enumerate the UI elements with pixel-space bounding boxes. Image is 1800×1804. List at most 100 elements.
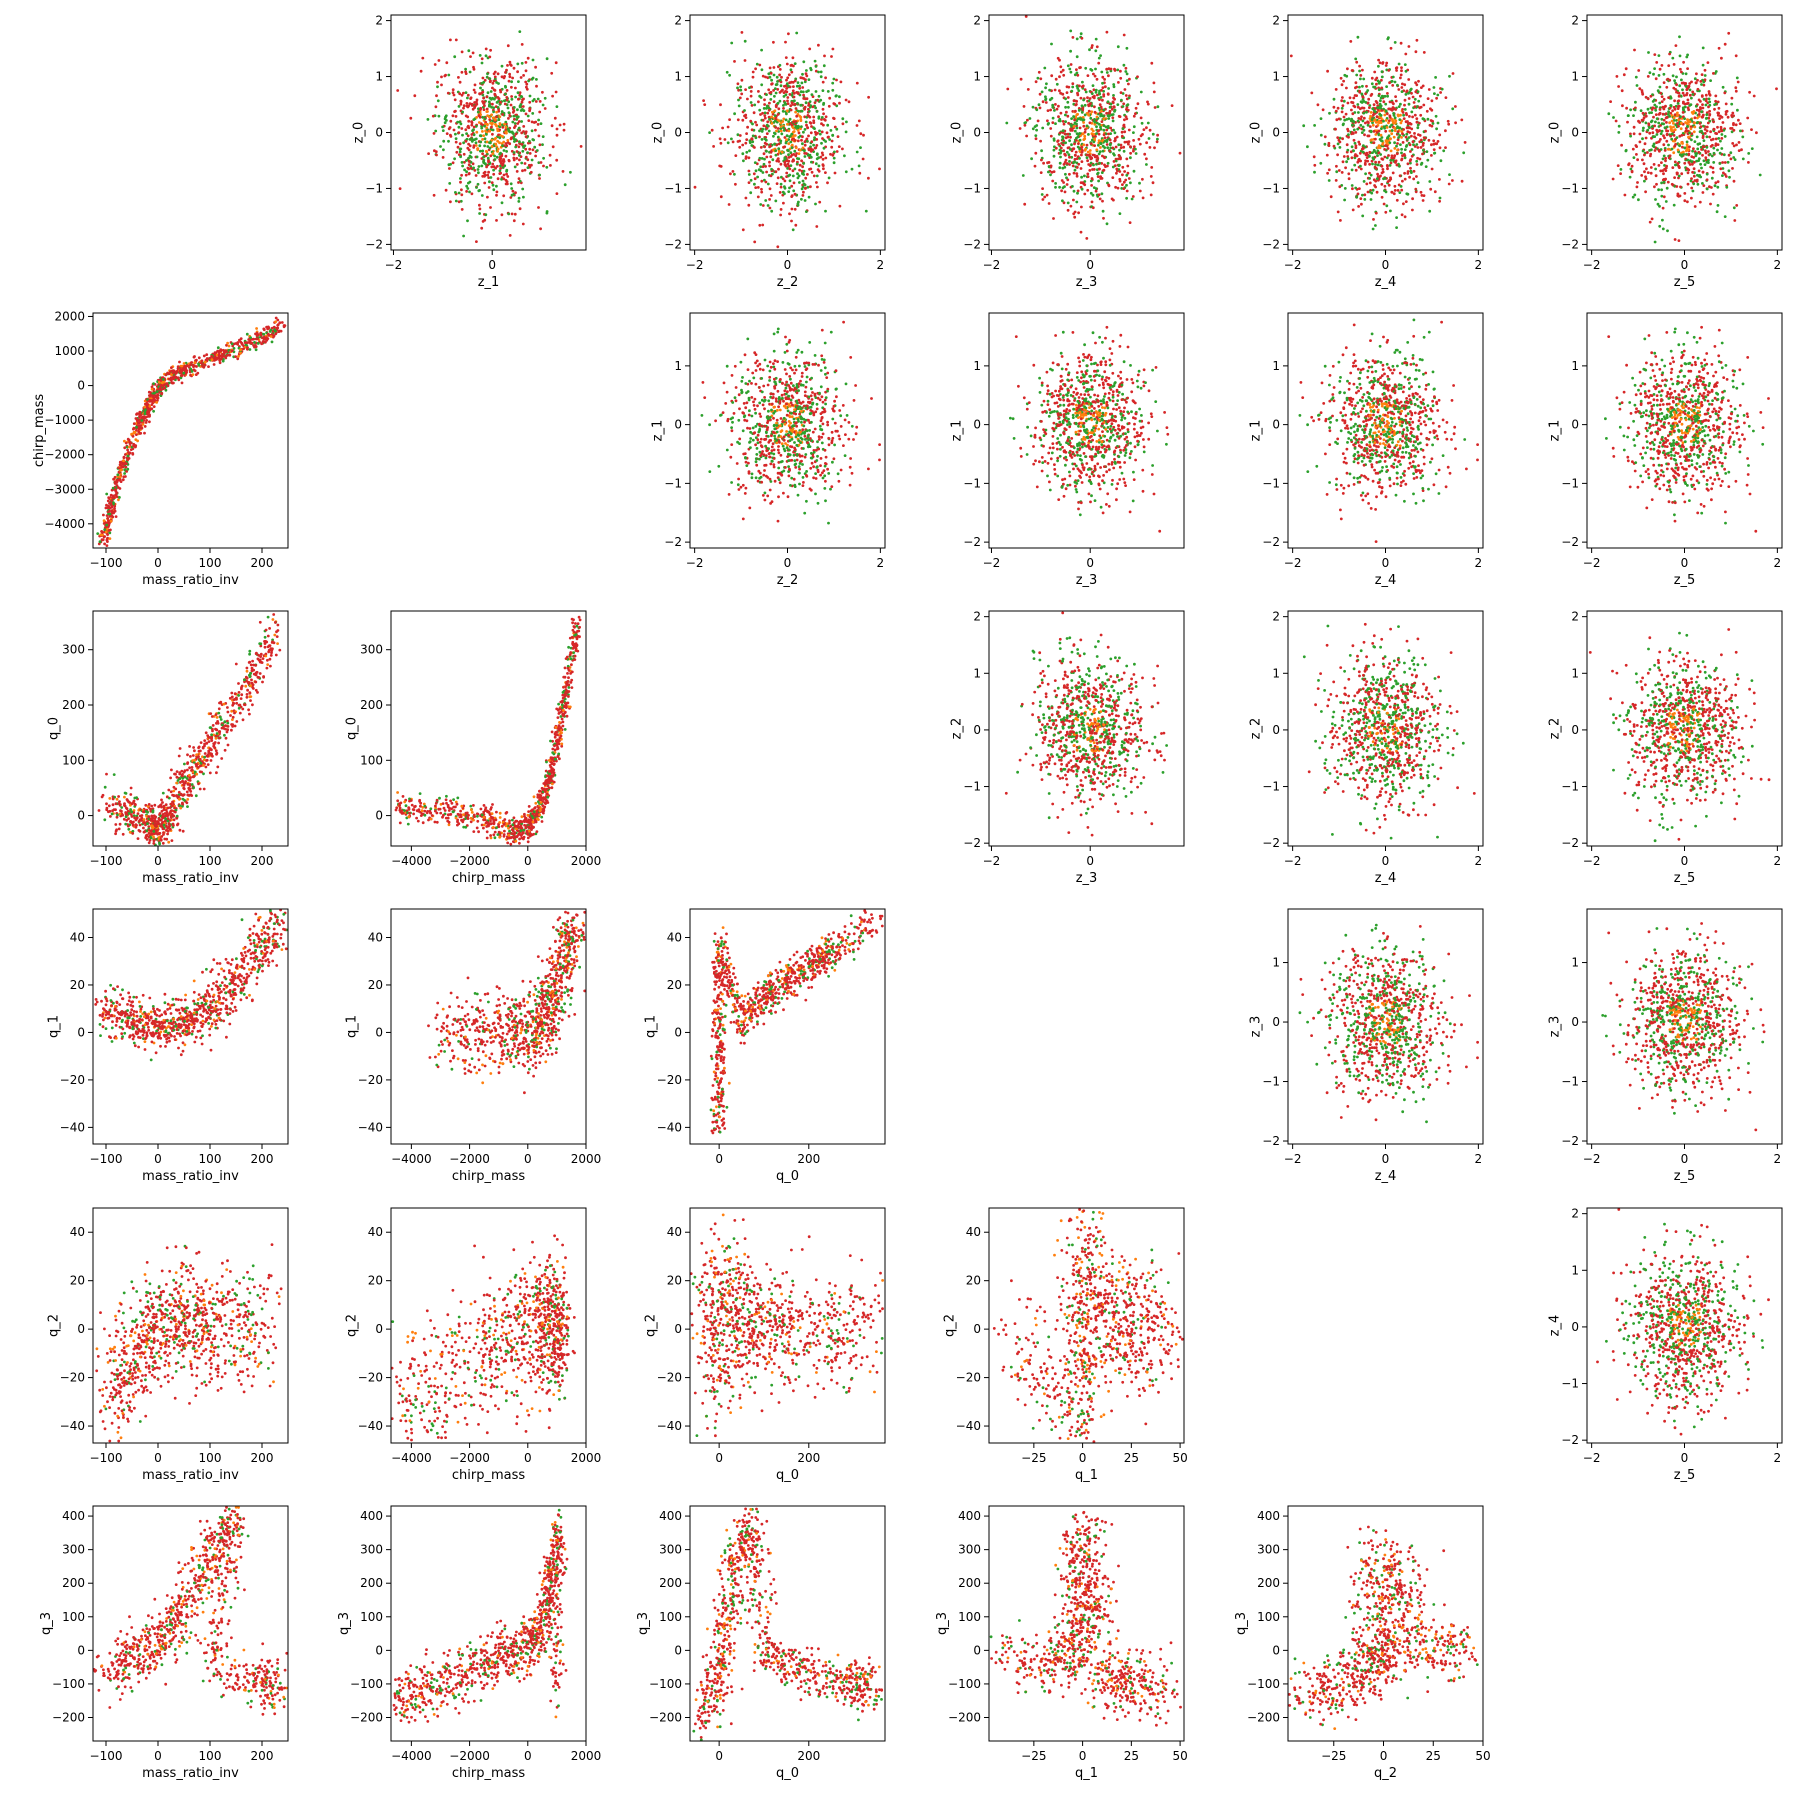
data-point (1073, 119, 1076, 122)
data-point (1699, 122, 1702, 125)
data-point (1644, 142, 1647, 145)
data-point (1377, 59, 1380, 62)
data-point (777, 127, 780, 130)
data-point (455, 141, 458, 144)
data-point (828, 177, 831, 180)
data-point (1407, 162, 1410, 165)
data-point (1061, 135, 1064, 138)
data-point (1657, 188, 1660, 191)
data-point (1687, 183, 1690, 186)
data-point (1675, 44, 1678, 47)
data-point (1153, 82, 1156, 85)
data-point (1119, 77, 1122, 80)
data-point (787, 190, 790, 193)
data-point (1121, 135, 1124, 138)
data-point (1694, 152, 1697, 155)
data-point (1724, 135, 1727, 138)
data-point (477, 189, 480, 192)
data-point (521, 169, 524, 172)
data-point (1396, 199, 1399, 202)
data-point (467, 126, 470, 129)
data-point (1691, 150, 1694, 153)
data-point (1629, 135, 1632, 138)
data-point (1143, 153, 1146, 156)
data-point (786, 100, 789, 103)
data-point (1714, 144, 1717, 147)
data-point (1402, 202, 1405, 205)
data-point (1366, 89, 1369, 92)
data-point (1718, 107, 1721, 110)
data-point (1420, 146, 1423, 149)
data-point (496, 150, 499, 153)
data-point (482, 134, 485, 137)
data-point (1714, 95, 1717, 98)
data-point (1106, 71, 1109, 74)
data-point (828, 138, 831, 141)
data-point (1729, 151, 1732, 154)
data-point (491, 103, 494, 106)
data-point (512, 111, 515, 114)
data-point (823, 64, 826, 67)
data-point (782, 146, 785, 149)
data-point (746, 126, 749, 129)
data-point (452, 88, 455, 91)
data-point (1363, 193, 1366, 196)
data-point (734, 183, 737, 186)
data-point (817, 168, 820, 171)
data-point (1080, 32, 1083, 35)
data-point (461, 165, 464, 168)
data-point (255, 348, 258, 351)
data-point (1686, 159, 1689, 162)
data-point (1717, 114, 1720, 117)
data-point (1340, 77, 1343, 80)
data-point (1422, 117, 1425, 120)
data-point (1119, 212, 1122, 215)
data-point (1099, 198, 1102, 201)
data-point (532, 59, 535, 62)
data-point (757, 196, 760, 199)
data-point (409, 117, 412, 120)
data-point (794, 193, 797, 196)
scatter-points (396, 30, 582, 243)
y-tick-label: 2 (674, 14, 682, 28)
data-point (1609, 100, 1612, 103)
data-point (493, 155, 496, 158)
data-point (1685, 56, 1688, 59)
data-point (1669, 104, 1672, 107)
data-point (459, 155, 462, 158)
data-point (730, 42, 733, 45)
data-point (1699, 100, 1702, 103)
data-point (1694, 77, 1697, 80)
data-point (143, 432, 146, 435)
data-point (455, 39, 458, 42)
data-point (1427, 118, 1430, 121)
data-point (792, 135, 795, 138)
data-point (1103, 133, 1106, 136)
data-point (508, 114, 511, 117)
data-point (1108, 184, 1111, 187)
data-point (462, 107, 465, 110)
data-point (448, 127, 451, 130)
data-point (479, 208, 482, 211)
data-point (438, 115, 441, 118)
data-point (1687, 153, 1690, 156)
data-point (745, 151, 748, 154)
data-point (481, 175, 484, 178)
data-point (1075, 172, 1078, 175)
data-point (1731, 115, 1734, 118)
data-point (1462, 151, 1465, 154)
data-point (437, 99, 440, 102)
data-point (1431, 168, 1434, 171)
data-point (1690, 97, 1693, 100)
data-point (1706, 178, 1709, 181)
data-point (831, 134, 834, 137)
data-point (474, 84, 477, 87)
data-point (1697, 143, 1700, 146)
data-point (787, 160, 790, 163)
data-point (1123, 150, 1126, 153)
data-point (1379, 99, 1382, 102)
data-point (495, 111, 498, 114)
data-point (782, 110, 785, 113)
data-point (1074, 169, 1077, 172)
data-point (1656, 133, 1659, 136)
